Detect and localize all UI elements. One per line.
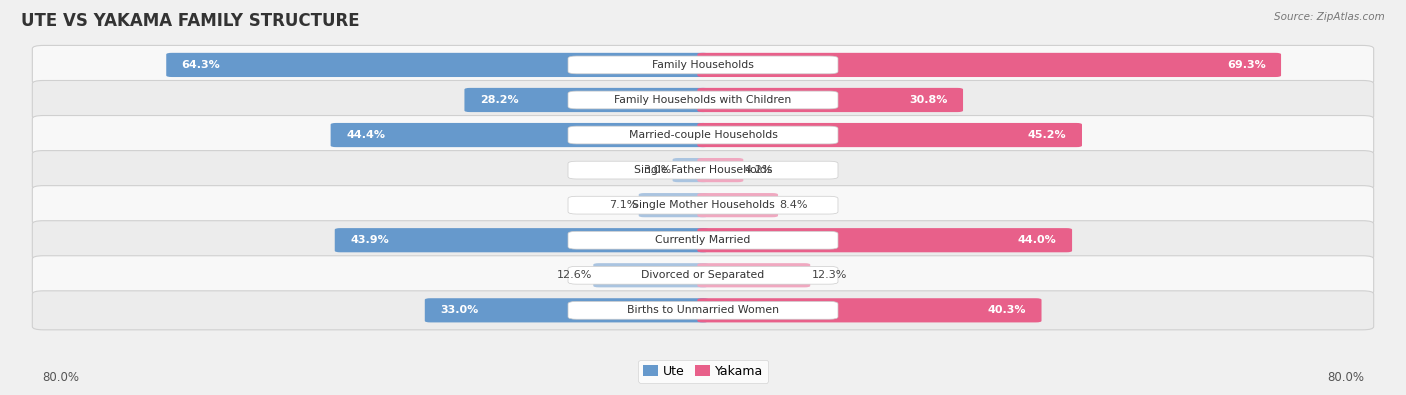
- Text: 44.0%: 44.0%: [1018, 235, 1057, 245]
- FancyBboxPatch shape: [330, 123, 709, 147]
- FancyBboxPatch shape: [568, 56, 838, 74]
- Text: 8.4%: 8.4%: [779, 200, 808, 210]
- FancyBboxPatch shape: [697, 193, 778, 217]
- FancyBboxPatch shape: [335, 228, 709, 252]
- FancyBboxPatch shape: [593, 263, 709, 288]
- Text: 44.4%: 44.4%: [346, 130, 385, 140]
- FancyBboxPatch shape: [32, 115, 1374, 154]
- Text: Currently Married: Currently Married: [655, 235, 751, 245]
- Text: 3.0%: 3.0%: [643, 165, 671, 175]
- Text: Single Father Households: Single Father Households: [634, 165, 772, 175]
- FancyBboxPatch shape: [568, 91, 838, 109]
- FancyBboxPatch shape: [672, 158, 709, 182]
- FancyBboxPatch shape: [697, 53, 1281, 77]
- FancyBboxPatch shape: [464, 88, 709, 112]
- FancyBboxPatch shape: [568, 266, 838, 284]
- Text: 40.3%: 40.3%: [987, 305, 1026, 315]
- Text: 80.0%: 80.0%: [1327, 371, 1364, 384]
- Text: 69.3%: 69.3%: [1227, 60, 1265, 70]
- FancyBboxPatch shape: [697, 228, 1073, 252]
- FancyBboxPatch shape: [697, 158, 744, 182]
- Text: 33.0%: 33.0%: [440, 305, 478, 315]
- Text: 4.2%: 4.2%: [745, 165, 773, 175]
- FancyBboxPatch shape: [425, 298, 709, 322]
- FancyBboxPatch shape: [568, 196, 838, 214]
- Legend: Ute, Yakama: Ute, Yakama: [638, 360, 768, 383]
- Text: 45.2%: 45.2%: [1028, 130, 1067, 140]
- FancyBboxPatch shape: [568, 161, 838, 179]
- FancyBboxPatch shape: [166, 53, 709, 77]
- Text: 28.2%: 28.2%: [479, 95, 519, 105]
- Text: 64.3%: 64.3%: [181, 60, 221, 70]
- FancyBboxPatch shape: [32, 256, 1374, 295]
- FancyBboxPatch shape: [32, 45, 1374, 85]
- FancyBboxPatch shape: [568, 301, 838, 319]
- Text: 12.6%: 12.6%: [557, 270, 592, 280]
- Text: Divorced or Separated: Divorced or Separated: [641, 270, 765, 280]
- Text: 80.0%: 80.0%: [42, 371, 79, 384]
- FancyBboxPatch shape: [568, 126, 838, 144]
- Text: UTE VS YAKAMA FAMILY STRUCTURE: UTE VS YAKAMA FAMILY STRUCTURE: [21, 12, 360, 30]
- FancyBboxPatch shape: [638, 193, 709, 217]
- FancyBboxPatch shape: [32, 81, 1374, 119]
- FancyBboxPatch shape: [697, 123, 1083, 147]
- Text: Births to Unmarried Women: Births to Unmarried Women: [627, 305, 779, 315]
- FancyBboxPatch shape: [697, 88, 963, 112]
- FancyBboxPatch shape: [32, 221, 1374, 260]
- Text: 12.3%: 12.3%: [811, 270, 846, 280]
- Text: Married-couple Households: Married-couple Households: [628, 130, 778, 140]
- Text: Single Mother Households: Single Mother Households: [631, 200, 775, 210]
- FancyBboxPatch shape: [32, 150, 1374, 190]
- FancyBboxPatch shape: [697, 298, 1042, 322]
- Text: 30.8%: 30.8%: [910, 95, 948, 105]
- FancyBboxPatch shape: [32, 186, 1374, 225]
- Text: Source: ZipAtlas.com: Source: ZipAtlas.com: [1274, 12, 1385, 22]
- Text: 43.9%: 43.9%: [350, 235, 389, 245]
- FancyBboxPatch shape: [32, 291, 1374, 330]
- FancyBboxPatch shape: [697, 263, 810, 288]
- FancyBboxPatch shape: [568, 231, 838, 249]
- Text: Family Households: Family Households: [652, 60, 754, 70]
- Text: Family Households with Children: Family Households with Children: [614, 95, 792, 105]
- Text: 7.1%: 7.1%: [609, 200, 637, 210]
